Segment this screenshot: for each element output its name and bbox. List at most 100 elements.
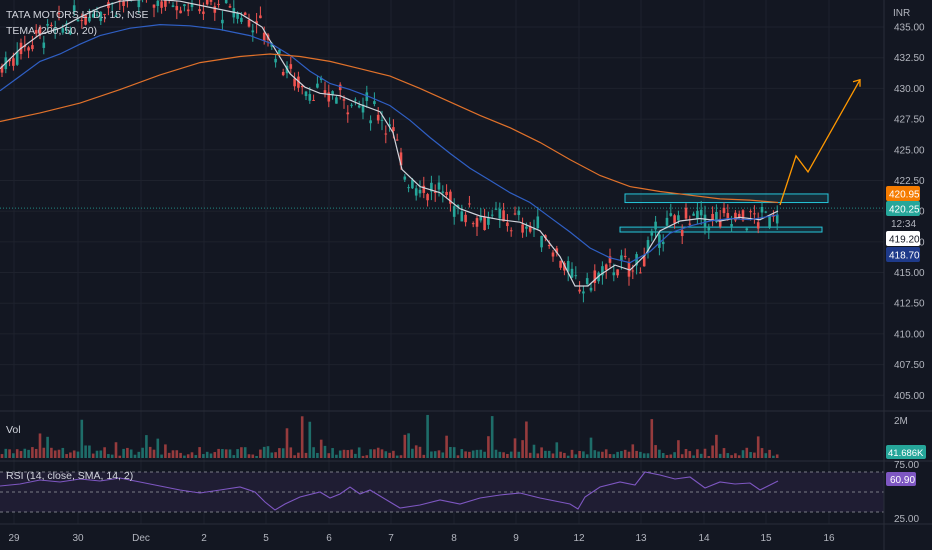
candle-up bbox=[319, 75, 323, 83]
volume-bar bbox=[471, 450, 475, 458]
volume-bar bbox=[293, 455, 296, 458]
candle-up bbox=[566, 256, 570, 282]
volume-bar bbox=[167, 452, 171, 458]
candle-body bbox=[665, 217, 669, 226]
volume-bar bbox=[308, 421, 312, 458]
candle-body bbox=[441, 191, 445, 193]
candle-body bbox=[91, 14, 95, 18]
candle-body bbox=[38, 27, 42, 35]
volume-bar bbox=[186, 454, 190, 458]
volume-bar bbox=[46, 436, 49, 458]
candle-body bbox=[483, 216, 486, 230]
candle-body bbox=[186, 9, 190, 12]
volume-bar bbox=[642, 453, 646, 458]
volume-bar bbox=[243, 447, 247, 458]
candle-body bbox=[578, 289, 581, 292]
volume-bar bbox=[319, 439, 323, 458]
volume-bar bbox=[616, 451, 619, 458]
candle-down bbox=[0, 63, 4, 77]
volume-bar bbox=[403, 434, 407, 458]
candle-up bbox=[190, 0, 194, 11]
volume-bar bbox=[646, 453, 650, 458]
volume-bar bbox=[772, 455, 775, 458]
candle-body bbox=[692, 213, 695, 216]
candle-body bbox=[559, 260, 562, 268]
candle-up bbox=[589, 282, 593, 293]
candle-body bbox=[608, 256, 612, 263]
volume-bar bbox=[122, 448, 125, 458]
volume-bar bbox=[540, 447, 543, 458]
candle-up bbox=[183, 3, 186, 12]
candle-up bbox=[494, 201, 498, 211]
price-pane[interactable] bbox=[0, 0, 884, 303]
x-tick-label: 13 bbox=[635, 533, 647, 544]
candle-body bbox=[601, 266, 604, 276]
candle-body bbox=[570, 268, 574, 278]
candle-body bbox=[574, 275, 578, 277]
candle-body bbox=[623, 255, 627, 258]
candle-body bbox=[221, 19, 224, 24]
candle-up bbox=[646, 236, 650, 259]
volume-bar bbox=[278, 448, 281, 458]
volume-max-tick: 2M bbox=[894, 416, 908, 427]
candle-up bbox=[316, 76, 319, 89]
volume-bar bbox=[677, 440, 680, 458]
candle-down bbox=[688, 215, 692, 227]
candle-up bbox=[479, 208, 483, 223]
candle-body bbox=[42, 42, 46, 48]
candle-body bbox=[745, 228, 749, 231]
volume-bar bbox=[338, 450, 342, 458]
candle-up bbox=[696, 202, 699, 225]
volume-bar bbox=[726, 453, 730, 458]
candle-body bbox=[502, 210, 505, 222]
candle-down bbox=[213, 2, 217, 21]
candle-body bbox=[635, 254, 638, 266]
volume-bar bbox=[688, 451, 692, 458]
candle-body bbox=[152, 4, 156, 8]
volume-bar bbox=[270, 452, 274, 458]
candle-body bbox=[278, 49, 281, 54]
candle-body bbox=[639, 272, 642, 274]
candle-body bbox=[369, 120, 372, 124]
candle-body bbox=[270, 43, 274, 47]
price-label-text: 420.95 bbox=[889, 190, 920, 201]
candle-down bbox=[502, 202, 505, 222]
volume-bar bbox=[114, 442, 118, 458]
candle-up bbox=[460, 204, 464, 222]
volume-bar bbox=[107, 454, 110, 458]
volume-bar bbox=[384, 451, 388, 458]
candle-body bbox=[506, 222, 509, 227]
rsi-pane-title: RSI (14, close, SMA, 14, 2) bbox=[6, 470, 133, 482]
candle-down bbox=[247, 13, 251, 28]
rsi-tick-label: 75.00 bbox=[894, 460, 919, 471]
candle-up bbox=[699, 201, 703, 226]
rsi-pane[interactable] bbox=[0, 471, 884, 513]
candle-body bbox=[114, 15, 118, 18]
x-tick-label: 7 bbox=[388, 533, 394, 544]
candle-up bbox=[407, 184, 410, 193]
volume-bar bbox=[441, 452, 445, 458]
candle-down bbox=[27, 45, 30, 59]
candle-down bbox=[126, 0, 128, 8]
candle-body bbox=[61, 28, 65, 33]
volume-value-tag bbox=[886, 445, 926, 459]
volume-bar bbox=[209, 453, 213, 458]
x-tick-label: 14 bbox=[698, 533, 710, 544]
candles bbox=[0, 0, 779, 303]
volume-bar bbox=[80, 419, 84, 458]
candle-body bbox=[414, 188, 418, 196]
volume-bar bbox=[289, 447, 293, 458]
candle-body bbox=[775, 214, 779, 224]
volume-bar bbox=[498, 451, 502, 458]
candle-up bbox=[350, 103, 353, 108]
volume-bar bbox=[179, 452, 182, 458]
x-tick-label: Dec bbox=[132, 533, 150, 544]
volume-pane-title: Vol bbox=[6, 424, 21, 436]
candle-up bbox=[369, 115, 372, 131]
volume-bar bbox=[327, 453, 331, 458]
candle-body bbox=[422, 185, 426, 193]
volume-pane[interactable] bbox=[0, 414, 779, 458]
volume-bar bbox=[578, 450, 581, 458]
candle-down bbox=[578, 281, 581, 294]
